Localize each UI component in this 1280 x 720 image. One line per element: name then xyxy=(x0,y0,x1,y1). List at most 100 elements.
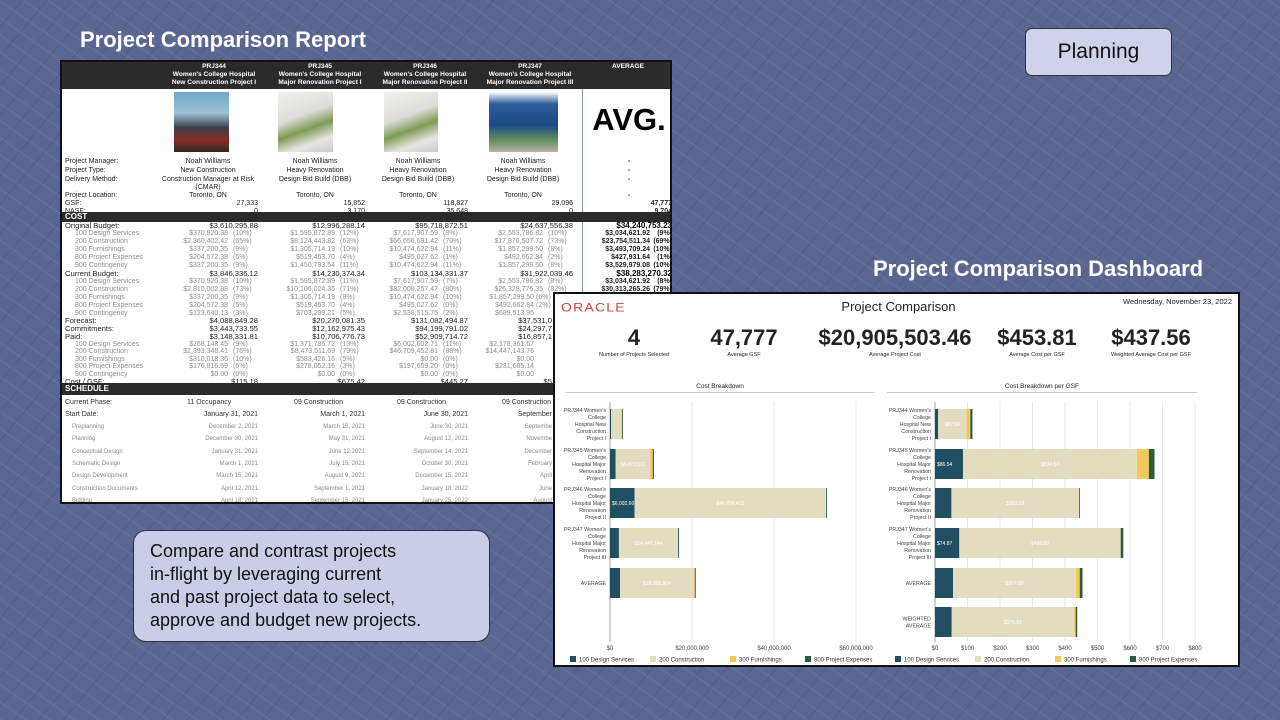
bar-segment-300-furnishings[interactable] xyxy=(620,409,623,439)
bar-segment-200-construction[interactable] xyxy=(951,607,1075,637)
bar-data-label: $377.93 xyxy=(1005,581,1023,587)
row-value: March 15, 2021 xyxy=(323,424,365,430)
category-label: PRJ344 Women's College Hospital New Constru… xyxy=(889,408,931,442)
average-value: $427,931.64 xyxy=(611,254,650,261)
bar-segment-800-project-expenses[interactable] xyxy=(970,409,973,439)
row-value: $2,553,786.82 xyxy=(498,278,543,285)
row-value: $123,640.13 xyxy=(189,310,228,317)
row-percent: (79%) xyxy=(340,348,359,355)
bar-segment-100-design-services[interactable] xyxy=(610,528,619,558)
bar-data-label: $393.09 xyxy=(1006,501,1024,507)
row-value: 09 Construction xyxy=(397,399,447,406)
dashboard-date: Wednesday, November 23, 2022 xyxy=(1123,297,1232,306)
x-tick-label: $400 xyxy=(1058,646,1072,652)
bar-segment-200-construction[interactable] xyxy=(611,409,621,439)
bar-segment-200-construction[interactable] xyxy=(634,488,827,518)
bar-segment-800-project-expenses[interactable] xyxy=(1079,568,1083,598)
x-tick-label: $40,000,000 xyxy=(757,646,791,652)
row-value: $176,816.59 xyxy=(189,363,228,370)
legend-label[interactable]: 300 Furnishings xyxy=(1064,658,1107,664)
row-label: 900 Contingency xyxy=(75,262,128,269)
report-row: Design Development March 15, 2021 August 9… xyxy=(62,470,670,482)
bar-segment-800-project-expenses[interactable] xyxy=(694,568,696,598)
row-percent: (10%) xyxy=(233,278,252,285)
row-percent: (10%) xyxy=(233,230,252,237)
row-value: Noah Williams xyxy=(395,157,441,165)
report-row: Conceptual Design January 31, 2021 June 12… xyxy=(62,446,670,458)
row-value: 09 Construction xyxy=(294,399,344,406)
bar-segment-100-design-services[interactable] xyxy=(935,607,952,637)
bar-segment-100-design-services[interactable] xyxy=(610,568,621,598)
bar-segment-200-construction[interactable] xyxy=(615,449,651,479)
report-row: Preplanning December 2, 2021 March 15, 202… xyxy=(62,421,670,433)
column-header-project: Major Renovation Project II xyxy=(382,79,468,86)
bar-segment-100-design-services[interactable] xyxy=(610,449,616,479)
category-label: PRJ346 Women's College Hospital Major Renov… xyxy=(564,487,606,521)
bar-segment-800-project-expenses[interactable] xyxy=(1120,528,1124,558)
bar-segment-100-design-services[interactable] xyxy=(935,409,939,439)
row-value: $492,662.84 xyxy=(504,254,543,261)
average-value: - xyxy=(627,176,631,183)
report-row: Schematic Design March 1, 2021 July 15, 20… xyxy=(62,458,670,470)
row-value: January 31, 2021 xyxy=(211,449,258,455)
row-value: $95,718,872.51 xyxy=(415,221,468,230)
project-comparison-dashboard: ORACLE Project Comparison Wednesday, Nov… xyxy=(553,292,1240,667)
bar-segment-300-furnishings[interactable] xyxy=(1075,568,1080,598)
average-value: - xyxy=(627,167,631,174)
report-row: 100 Design Services $268,148.45 (9%) $1,371… xyxy=(62,341,670,349)
bar-segment-300-furnishings[interactable] xyxy=(1074,607,1076,637)
bar-segment-300-furnishings[interactable] xyxy=(966,409,971,439)
row-percent: (0%) xyxy=(233,371,248,378)
bar-segment-100-design-services[interactable] xyxy=(935,488,952,518)
bar-segment-100-design-services[interactable] xyxy=(935,449,964,479)
bar-segment-200-construction[interactable] xyxy=(953,568,1076,598)
legend-label[interactable]: 200 Construction xyxy=(659,658,704,664)
legend-label[interactable]: 800 Project Expenses xyxy=(1139,658,1197,664)
bar-segment-800-project-expenses[interactable] xyxy=(1075,607,1078,637)
legend-label[interactable]: 800 Project Expenses xyxy=(814,658,872,664)
description-line: and past project data to select, xyxy=(150,587,396,607)
bar-segment-200-construction[interactable] xyxy=(951,488,1080,518)
bar-segment-200-construction[interactable] xyxy=(959,528,1121,558)
bar-segment-800-project-expenses[interactable] xyxy=(678,528,680,558)
bar-segment-800-project-expenses[interactable] xyxy=(652,449,654,479)
bar-segment-200-construction[interactable] xyxy=(620,568,694,598)
legend-label[interactable]: 300 Furnishings xyxy=(739,658,782,664)
average-percent: (1%) xyxy=(657,254,672,261)
kpi-label: Number of Projects Selected xyxy=(598,352,669,358)
average-value: $30,313,265.26 xyxy=(601,286,650,293)
bar-segment-100-design-services[interactable] xyxy=(610,409,612,439)
bar-segment-800-project-expenses[interactable] xyxy=(1079,488,1080,518)
bar-segment-100-design-services[interactable] xyxy=(610,488,635,518)
bar-segment-300-furnishings[interactable] xyxy=(693,568,695,598)
row-percent: (6%) xyxy=(233,363,248,370)
bar-segment-800-project-expenses[interactable] xyxy=(1148,449,1155,479)
row-label: Delivery Method: xyxy=(65,176,118,183)
bar-segment-300-furnishings[interactable] xyxy=(1136,449,1149,479)
row-label: 300 Furnishings xyxy=(75,356,125,363)
bar-segment-200-construction[interactable] xyxy=(618,528,679,558)
legend-label[interactable]: 100 Design Services xyxy=(904,658,959,664)
row-value: New Construction xyxy=(180,166,236,174)
row-percent: (0%) xyxy=(340,371,355,378)
bar-segment-200-construction[interactable] xyxy=(963,449,1137,479)
row-value: $0.00 xyxy=(420,356,438,363)
bar-segment-800-project-expenses[interactable] xyxy=(622,409,623,439)
row-percent: (11%) xyxy=(340,278,359,285)
category-label: AVERAGE xyxy=(581,581,607,587)
row-value: $10,474,622.94 xyxy=(389,294,438,301)
row-value: $689,513.95 xyxy=(495,310,534,317)
bar-segment-100-design-services[interactable] xyxy=(935,568,954,598)
row-value: July 15, 2021 xyxy=(329,461,365,467)
legend-label[interactable]: 200 Construction xyxy=(984,658,1029,664)
bar-segment-300-furnishings[interactable] xyxy=(650,449,653,479)
report-row: Delivery Method: Construction Manager at … xyxy=(62,175,670,191)
row-value: $31,922,039.46 xyxy=(520,269,573,278)
bar-segment-200-construction[interactable] xyxy=(938,409,967,439)
legend-label[interactable]: 100 Design Services xyxy=(579,658,634,664)
row-value: May 31, 2021 xyxy=(328,436,365,442)
bar-segment-100-design-services[interactable] xyxy=(935,528,960,558)
row-value: Toronto, ON xyxy=(504,191,542,199)
bar-segment-800-project-expenses[interactable] xyxy=(826,488,827,518)
row-value: $231,685.14 xyxy=(495,363,534,370)
